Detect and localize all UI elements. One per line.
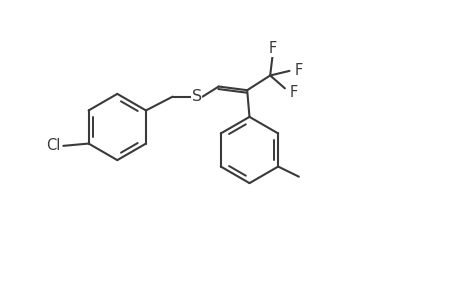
Text: S: S bbox=[191, 89, 201, 104]
Text: F: F bbox=[289, 85, 297, 100]
Text: Cl: Cl bbox=[46, 138, 60, 153]
Text: F: F bbox=[268, 41, 276, 56]
Text: F: F bbox=[294, 63, 302, 78]
